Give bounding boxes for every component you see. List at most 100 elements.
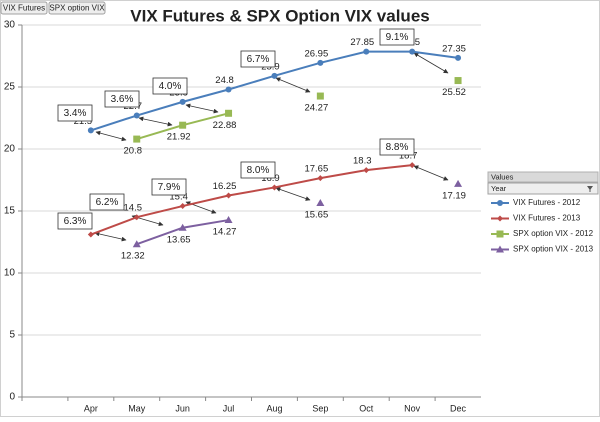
arrow bbox=[185, 103, 219, 114]
point bbox=[497, 200, 503, 206]
point bbox=[409, 162, 416, 169]
annotation: 4.0% bbox=[159, 81, 182, 92]
point bbox=[496, 230, 504, 238]
page-field-buttons: VIX Futures SPX option VIX bbox=[0, 1, 106, 15]
data-label: 24.8 bbox=[215, 75, 234, 86]
annotation-box bbox=[379, 138, 415, 156]
chart-title: VIX Futures & SPX Option VIX values bbox=[130, 6, 429, 25]
data-label: 21.92 bbox=[167, 132, 191, 143]
legend-header-bar bbox=[487, 171, 599, 183]
legend-header: Values bbox=[491, 172, 514, 181]
data-label: 13.65 bbox=[167, 234, 191, 245]
annotation-box bbox=[57, 212, 93, 230]
point bbox=[409, 48, 416, 55]
annotation: 7.9% bbox=[158, 182, 181, 193]
data-label: 18.3 bbox=[353, 156, 372, 167]
annotation: 3.6% bbox=[111, 94, 134, 105]
point bbox=[316, 92, 324, 100]
data-label: 22.88 bbox=[213, 120, 237, 131]
x-tick-label: Dec bbox=[450, 403, 467, 413]
arrow bbox=[95, 130, 127, 142]
annotation: 6.7% bbox=[247, 54, 270, 65]
point bbox=[224, 216, 233, 224]
arrow bbox=[275, 77, 311, 93]
data-label: 26.95 bbox=[304, 48, 328, 59]
point bbox=[225, 192, 232, 199]
annotation: 3.4% bbox=[64, 108, 87, 119]
data-label: 18.7 bbox=[399, 151, 418, 162]
arrow bbox=[94, 231, 127, 242]
point bbox=[178, 223, 187, 231]
arrow bbox=[413, 52, 449, 74]
point bbox=[87, 231, 94, 238]
y-tick-label: 5 bbox=[9, 330, 15, 341]
point bbox=[225, 109, 233, 117]
point bbox=[225, 86, 232, 93]
point bbox=[363, 48, 370, 55]
legend-label: SPX option VIX - 2012 bbox=[513, 229, 594, 238]
annotation: 9.1% bbox=[386, 32, 409, 43]
point bbox=[133, 214, 140, 221]
legend-label: VIX Futures - 2013 bbox=[513, 214, 581, 223]
arrow bbox=[275, 187, 311, 201]
data-label: 24.27 bbox=[304, 103, 328, 114]
data-label: 27.35 bbox=[442, 43, 466, 54]
y-tick-label: 0 bbox=[9, 392, 15, 403]
series-line bbox=[90, 164, 413, 236]
legend-label: SPX option VIX - 2013 bbox=[513, 245, 594, 254]
annotation-box bbox=[152, 77, 188, 95]
data-label: 20.8 bbox=[124, 146, 143, 157]
point bbox=[454, 77, 462, 85]
x-tick-label: Jun bbox=[175, 403, 190, 413]
annotation-box bbox=[57, 104, 93, 122]
annotation: 6.3% bbox=[64, 216, 87, 227]
point bbox=[316, 198, 325, 206]
annotation: 8.0% bbox=[247, 165, 270, 176]
filter-icon[interactable] bbox=[587, 186, 593, 192]
field-button-label[interactable]: VIX Futures bbox=[3, 4, 45, 13]
annotation-box bbox=[89, 193, 125, 211]
point bbox=[179, 98, 186, 105]
x-tick-label: Oct bbox=[359, 403, 374, 413]
point bbox=[132, 240, 141, 248]
annotation-box bbox=[151, 178, 187, 196]
legend-label: VIX Futures - 2012 bbox=[513, 198, 581, 207]
annotation-box bbox=[379, 28, 415, 46]
point bbox=[133, 112, 140, 119]
point bbox=[454, 179, 463, 187]
x-tick-label: Jul bbox=[223, 403, 235, 413]
point bbox=[317, 175, 324, 182]
data-label: 12.32 bbox=[121, 251, 145, 262]
point bbox=[317, 59, 324, 66]
field-button[interactable] bbox=[0, 1, 48, 15]
x-tick-label: Nov bbox=[404, 403, 421, 413]
point bbox=[455, 54, 462, 61]
data-label: 14.5 bbox=[124, 203, 143, 214]
x-tick-label: Aug bbox=[266, 403, 282, 413]
data-label: 16.9 bbox=[261, 173, 280, 184]
data-label: 17.19 bbox=[442, 190, 466, 201]
point bbox=[87, 127, 94, 134]
annotation: 6.2% bbox=[96, 197, 119, 208]
arrow bbox=[413, 165, 449, 181]
data-label: 15.65 bbox=[304, 209, 328, 220]
data-label: 14.27 bbox=[213, 227, 237, 238]
legend-field[interactable]: Year bbox=[491, 184, 507, 193]
y-tick-label: 25 bbox=[4, 82, 16, 93]
annotation-box bbox=[240, 50, 276, 68]
y-tick-label: 20 bbox=[4, 144, 16, 155]
field-button-label[interactable]: SPX option VIX bbox=[49, 4, 105, 13]
x-tick-label: Sep bbox=[312, 403, 328, 413]
data-label: 25.52 bbox=[442, 87, 466, 98]
point bbox=[496, 245, 504, 253]
point bbox=[497, 215, 503, 222]
legend-field-button[interactable] bbox=[487, 182, 599, 195]
annotation-box bbox=[104, 90, 140, 108]
point bbox=[179, 203, 186, 210]
point bbox=[133, 135, 141, 143]
y-tick-label: 30 bbox=[4, 20, 16, 31]
point bbox=[271, 184, 278, 191]
x-tick-label: Apr bbox=[84, 403, 98, 413]
field-button[interactable] bbox=[48, 1, 106, 15]
